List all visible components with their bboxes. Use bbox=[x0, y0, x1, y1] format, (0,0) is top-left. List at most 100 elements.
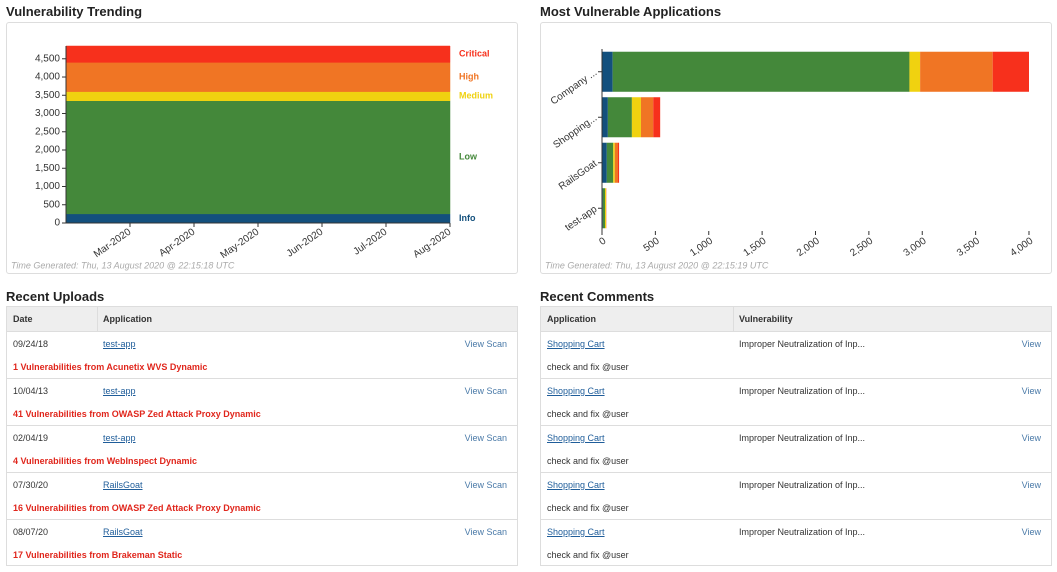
apps-chart: Company ... Shopping... RailsGoat test-app0… bbox=[545, 49, 1036, 270]
scan-summary: 4 Vulnerabilities from WebInspect Dynami… bbox=[13, 456, 198, 466]
column-separator bbox=[733, 307, 734, 331]
table-row: Shopping Cart Improper Neutralization of … bbox=[541, 426, 1051, 473]
table-row: 09/24/18 test-app View Scan 1 Vulnerabiliti… bbox=[7, 332, 517, 379]
table-header: Application Vulnerability bbox=[541, 307, 1051, 332]
action-link[interactable]: View bbox=[1021, 386, 1041, 396]
bar-segment bbox=[920, 51, 993, 92]
app-link[interactable]: test-app bbox=[103, 386, 136, 396]
comment: check and fix @user bbox=[547, 409, 629, 419]
bar-segment bbox=[653, 97, 661, 138]
x-tick-label: Mar-2020 bbox=[92, 226, 134, 260]
app-link[interactable]: RailsGoat bbox=[103, 527, 143, 537]
date: 09/24/18 bbox=[13, 339, 49, 349]
date: 10/04/13 bbox=[13, 386, 49, 396]
table-row: Shopping Cart Improper Neutralization of … bbox=[541, 520, 1051, 567]
comment: check and fix @user bbox=[547, 503, 629, 513]
action-link[interactable]: View Scan bbox=[464, 480, 507, 490]
y-tick-label: Company ... bbox=[549, 67, 599, 107]
bar-segment bbox=[613, 142, 615, 183]
vulnerability: Improper Neutralization of Inp... bbox=[739, 480, 866, 490]
table-row: 02/04/19 test-app View Scan 4 Vulnerabiliti… bbox=[7, 426, 517, 473]
x-tick-label: 2,500 bbox=[848, 235, 875, 259]
app-link[interactable]: Shopping Cart bbox=[547, 339, 605, 349]
x-tick-label: 1,000 bbox=[688, 235, 715, 259]
column-header: Application bbox=[103, 314, 152, 324]
action-link[interactable]: View bbox=[1021, 527, 1041, 537]
legend-label: Critical bbox=[459, 49, 490, 59]
x-tick-label: Jul-2020 bbox=[352, 226, 390, 257]
bar-segment bbox=[992, 51, 1029, 92]
table-row: Shopping Cart Improper Neutralization of … bbox=[541, 473, 1051, 520]
column-header: Vulnerability bbox=[739, 314, 793, 324]
bar-segment bbox=[618, 142, 620, 183]
scan-summary: 16 Vulnerabilities from OWASP Zed Attack… bbox=[13, 503, 261, 513]
app-link[interactable]: Shopping Cart bbox=[547, 480, 605, 490]
footnote: Time Generated: Thu, 13 August 2020 @ 22… bbox=[545, 260, 769, 270]
x-tick-label: May-2020 bbox=[218, 226, 261, 261]
app-link[interactable]: test-app bbox=[103, 339, 136, 349]
x-tick-label: 4,000 bbox=[1008, 235, 1035, 259]
date: 02/04/19 bbox=[13, 433, 49, 443]
column-separator bbox=[97, 307, 98, 331]
action-link[interactable]: View Scan bbox=[464, 433, 507, 443]
area bbox=[65, 91, 451, 101]
scan-summary: 1 Vulnerabilities from Acunetix WVS Dyna… bbox=[13, 362, 208, 372]
uploads-table: Date Application 09/24/18 test-app View Scan… bbox=[6, 306, 518, 566]
app-link[interactable]: RailsGoat bbox=[103, 480, 143, 490]
action-link[interactable]: View Scan bbox=[464, 527, 507, 537]
x-tick-label: Jun-2020 bbox=[285, 226, 326, 259]
trend-chart: Info Low Medium High Critical 0 500 1,000 1,500 2… bbox=[11, 45, 493, 270]
x-tick-label: 0 bbox=[597, 235, 608, 247]
bar-segment bbox=[631, 97, 641, 138]
bar-segment bbox=[602, 97, 608, 138]
bar-segment bbox=[614, 142, 619, 183]
y-tick-label: test-app bbox=[563, 204, 599, 234]
table-header: Date Application bbox=[7, 307, 517, 332]
x-tick-label: 500 bbox=[642, 235, 662, 254]
panel-title: Most Vulnerable Applications bbox=[540, 4, 722, 19]
y-tick-label: 2,500 bbox=[35, 126, 60, 137]
column-header: Application bbox=[547, 314, 596, 324]
area bbox=[65, 213, 451, 224]
footnote: Time Generated: Thu, 13 August 2020 @ 22… bbox=[11, 260, 235, 270]
area bbox=[65, 45, 451, 63]
scan-summary: 17 Vulnerabilities from Brakeman Static bbox=[13, 550, 183, 560]
table-row: Shopping Cart Improper Neutralization of … bbox=[541, 379, 1051, 426]
y-tick-label: 500 bbox=[43, 199, 60, 210]
chart-box: Info Low Medium High Critical 0 500 1,000 1,500 2… bbox=[6, 22, 518, 274]
comment: check and fix @user bbox=[547, 550, 629, 560]
area bbox=[65, 100, 451, 215]
vulnerability: Improper Neutralization of Inp... bbox=[739, 386, 866, 396]
date: 07/30/20 bbox=[13, 480, 49, 490]
action-link[interactable]: View Scan bbox=[464, 339, 507, 349]
action-link[interactable]: View Scan bbox=[464, 386, 507, 396]
table-row: Shopping Cart Improper Neutralization of … bbox=[541, 332, 1051, 379]
app-link[interactable]: Shopping Cart bbox=[547, 386, 605, 396]
action-link[interactable]: View bbox=[1021, 433, 1041, 443]
app-link[interactable]: test-app bbox=[103, 433, 136, 443]
x-tick-label: 3,000 bbox=[902, 235, 929, 259]
legend-label: High bbox=[459, 71, 479, 81]
bar-segment bbox=[602, 142, 607, 183]
x-tick-label: 2,000 bbox=[795, 235, 822, 259]
app-link[interactable]: Shopping Cart bbox=[547, 527, 605, 537]
bar-segment bbox=[602, 188, 605, 229]
bar-segment bbox=[612, 51, 910, 92]
bar-segment bbox=[602, 51, 613, 92]
panel-title: Recent Comments bbox=[540, 289, 655, 304]
scan-summary: 41 Vulnerabilities from OWASP Zed Attack… bbox=[13, 409, 261, 419]
table-row: 07/30/20 RailsGoat View Scan 16 Vulnerabili… bbox=[7, 473, 517, 520]
date: 08/07/20 bbox=[13, 527, 49, 537]
comment: check and fix @user bbox=[547, 362, 629, 372]
chart-box: Company ... Shopping... RailsGoat test-app 0… bbox=[540, 22, 1052, 274]
x-tick-label: Aug-2020 bbox=[411, 226, 453, 260]
y-tick-label: 0 bbox=[54, 218, 60, 229]
y-tick-label: 4,500 bbox=[35, 53, 60, 64]
bar-segment bbox=[604, 188, 607, 229]
table-row: 08/07/20 RailsGoat View Scan 17 Vulnerabili… bbox=[7, 520, 517, 567]
action-link[interactable]: View bbox=[1021, 339, 1041, 349]
action-link[interactable]: View bbox=[1021, 480, 1041, 490]
legend-label: Info bbox=[459, 213, 476, 223]
app-link[interactable]: Shopping Cart bbox=[547, 433, 605, 443]
